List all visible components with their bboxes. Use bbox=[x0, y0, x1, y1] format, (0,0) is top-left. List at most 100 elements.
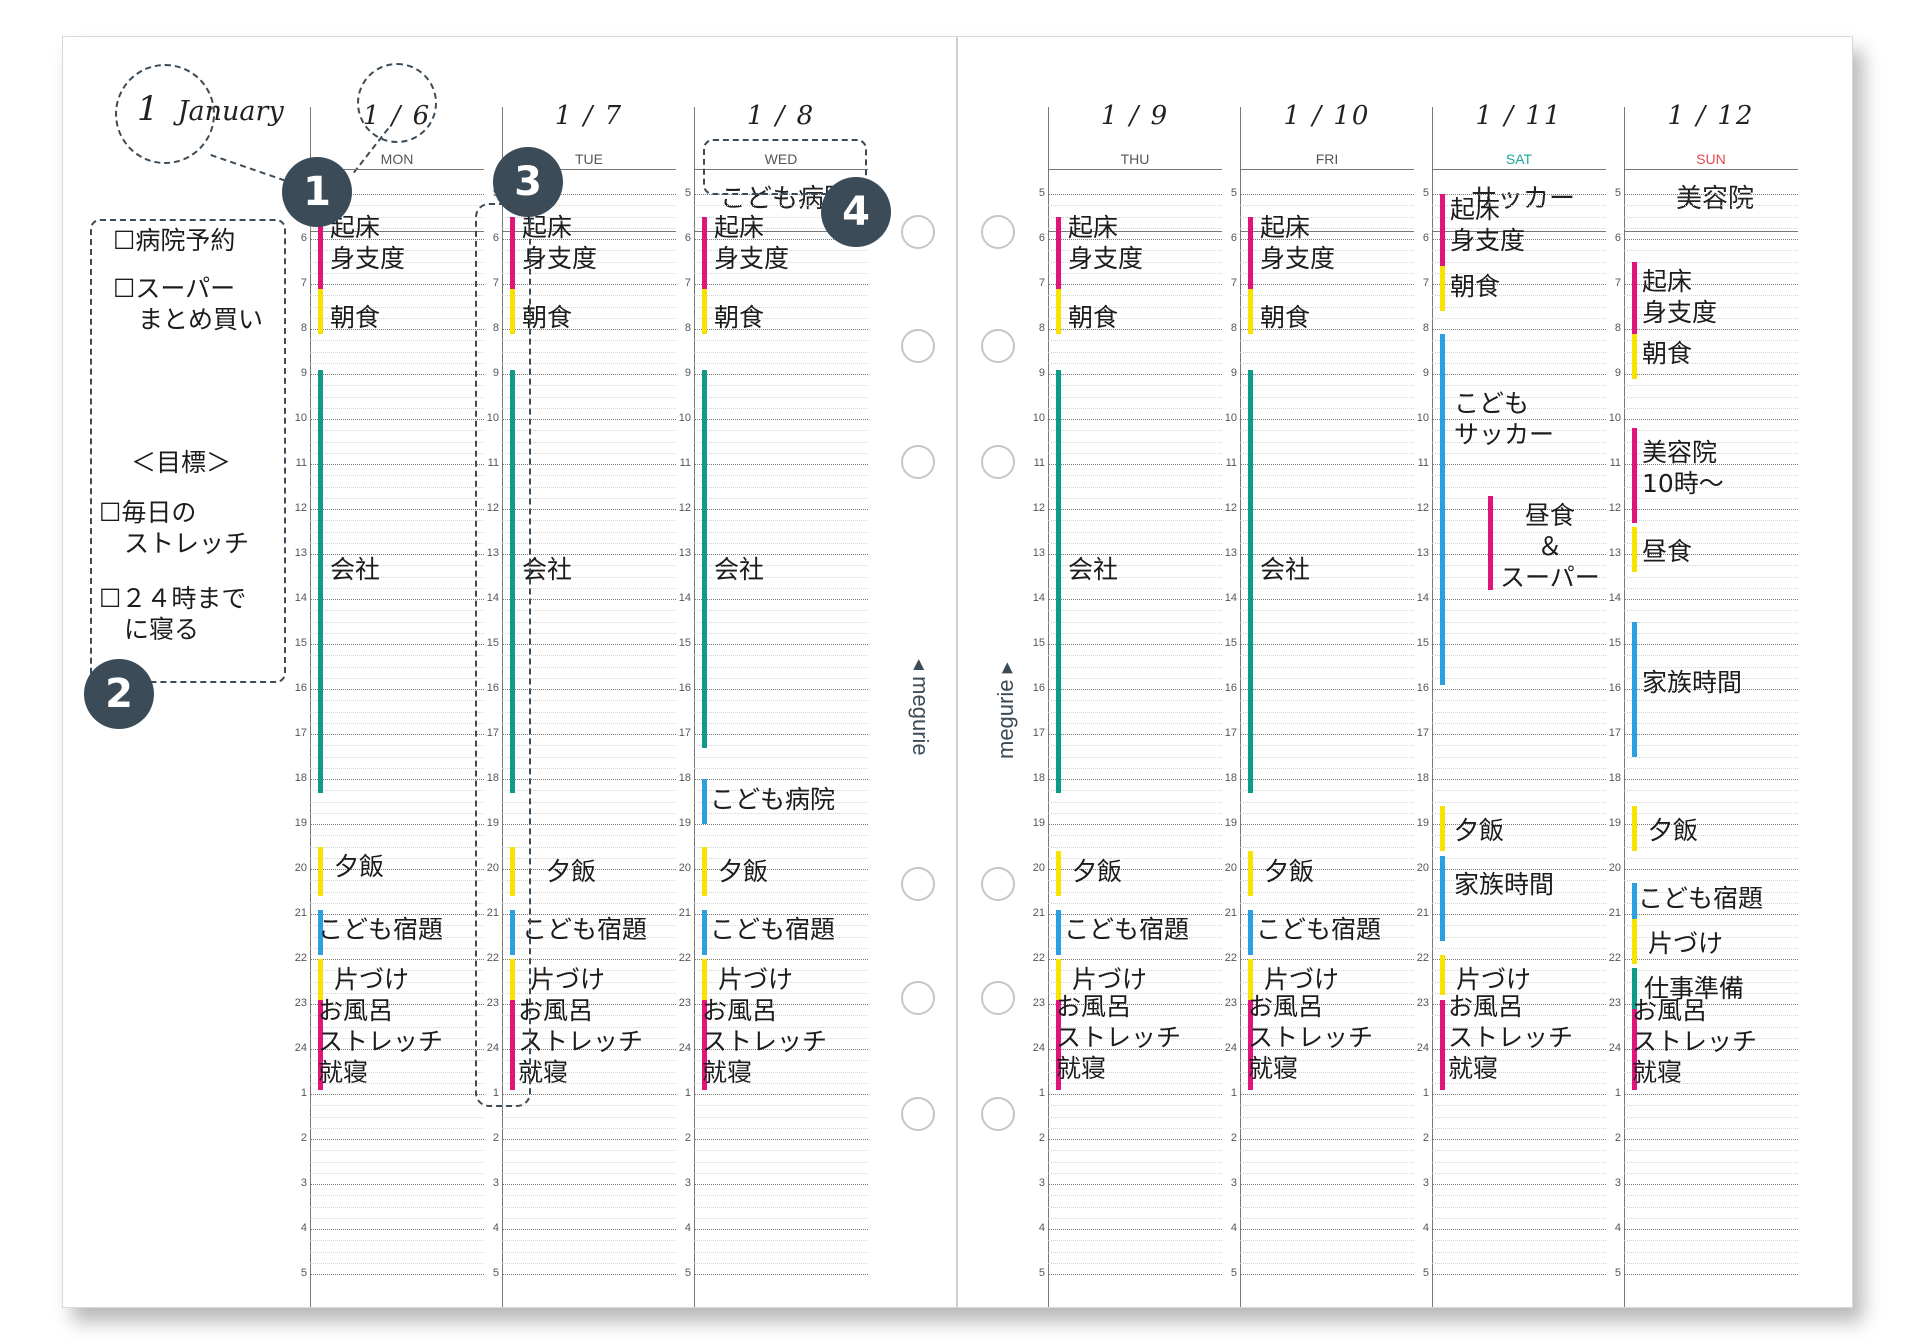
quarter-line bbox=[1432, 610, 1606, 612]
hour-label: 22 bbox=[486, 952, 499, 964]
hour-label: 9 bbox=[1230, 367, 1237, 379]
quarter-line bbox=[1240, 767, 1414, 770]
quarter-line bbox=[1432, 1060, 1606, 1062]
quarter-line bbox=[694, 677, 868, 680]
badge-3: 3 bbox=[493, 147, 563, 217]
quarter-line bbox=[310, 812, 484, 815]
quarter-line bbox=[1624, 1150, 1798, 1152]
binder-hole bbox=[901, 329, 935, 363]
quarter-line bbox=[502, 1240, 676, 1242]
quarter-line bbox=[1048, 767, 1222, 770]
event-text: お風呂 ストレッチ 就寝 bbox=[318, 996, 444, 1087]
quarter-line bbox=[1048, 1150, 1222, 1152]
hour-label: 12 bbox=[1224, 502, 1237, 514]
hour-line bbox=[694, 329, 868, 331]
quarter-line bbox=[1048, 677, 1222, 680]
day-divider bbox=[310, 107, 311, 1307]
quarter-line bbox=[1240, 1251, 1414, 1254]
quarter-line bbox=[310, 1161, 484, 1164]
quarter-line bbox=[1432, 295, 1606, 297]
quarter-line bbox=[310, 1262, 484, 1265]
hour-label: 1 bbox=[1422, 1087, 1429, 1099]
hour-label: 16 bbox=[294, 682, 307, 694]
quarter-line bbox=[1048, 846, 1222, 849]
hour-label: 19 bbox=[486, 817, 499, 829]
hour-label: 11 bbox=[295, 457, 307, 469]
quarter-line bbox=[1432, 497, 1606, 500]
hour-label: 20 bbox=[1032, 862, 1045, 874]
quarter-line bbox=[1240, 801, 1414, 804]
binder-hole bbox=[981, 867, 1015, 901]
hour-label: 18 bbox=[486, 772, 499, 784]
quarter-line bbox=[694, 812, 868, 815]
hour-label: 13 bbox=[294, 547, 307, 559]
hour-label: 20 bbox=[1224, 862, 1237, 874]
hour-label: 12 bbox=[1416, 502, 1429, 514]
binder-hole bbox=[981, 329, 1015, 363]
quarter-line bbox=[694, 407, 868, 410]
quarter-line bbox=[694, 576, 868, 579]
quarter-line bbox=[1240, 857, 1414, 860]
event-color-bar bbox=[702, 216, 707, 325]
quarter-line bbox=[1624, 790, 1798, 792]
quarter-line bbox=[502, 227, 676, 230]
quarter-line bbox=[310, 700, 484, 702]
day-column: 1 / 12 SUN 美容院 5 6 7 8 9 10 11 12 13 14 15 16 17 18 19 20 2… bbox=[1609, 73, 1798, 1307]
quarter-line bbox=[1432, 486, 1606, 489]
binder-hole bbox=[901, 445, 935, 479]
event-color-bar bbox=[318, 846, 323, 896]
quarter-line bbox=[694, 655, 868, 657]
quarter-line bbox=[694, 1262, 868, 1265]
hour-line bbox=[310, 644, 484, 646]
event-color-bar bbox=[1632, 621, 1637, 757]
hour-label: 11 bbox=[487, 457, 499, 469]
event-text: 美容院 10時～ bbox=[1642, 438, 1724, 498]
hour-label: 15 bbox=[1608, 637, 1621, 649]
hour-line bbox=[1048, 734, 1222, 736]
hour-label: 22 bbox=[1224, 952, 1237, 964]
quarter-line bbox=[1432, 902, 1606, 905]
quarter-line bbox=[1240, 1195, 1414, 1197]
quarter-line bbox=[1240, 1240, 1414, 1242]
quarter-line bbox=[310, 745, 484, 747]
quarter-line bbox=[694, 621, 868, 624]
event-color-bar bbox=[1632, 918, 1637, 964]
quarter-line bbox=[694, 272, 868, 275]
day-date: 1 / 7 bbox=[554, 101, 624, 131]
hour-line bbox=[1240, 374, 1414, 376]
event-color-bar bbox=[1056, 999, 1061, 1090]
hour-line bbox=[694, 464, 868, 466]
hour-line bbox=[1432, 779, 1606, 781]
quarter-line bbox=[1240, 700, 1414, 702]
hour-label: 14 bbox=[1416, 592, 1429, 604]
quarter-line bbox=[1624, 677, 1798, 680]
hour-line bbox=[1624, 689, 1798, 691]
hour-label: 13 bbox=[1416, 547, 1429, 559]
hour-line bbox=[1048, 1139, 1222, 1141]
event-text: こども宿題 bbox=[522, 915, 648, 944]
event-color-bar bbox=[318, 999, 323, 1090]
event-text: 会社 bbox=[714, 555, 765, 584]
quarter-line bbox=[310, 936, 484, 939]
hour-line bbox=[502, 509, 676, 511]
event-text: 片づけ bbox=[1264, 964, 1340, 994]
binder-hole bbox=[981, 445, 1015, 479]
event-text: お風呂 ストレッチ 就寝 bbox=[702, 996, 828, 1087]
hour-label: 11 bbox=[1033, 457, 1045, 469]
quarter-line bbox=[1240, 340, 1414, 342]
hour-line bbox=[1624, 1094, 1798, 1096]
quarter-line bbox=[1624, 1082, 1798, 1085]
quarter-line bbox=[1432, 340, 1606, 342]
quarter-line bbox=[1048, 205, 1222, 207]
quarter-line bbox=[1432, 1206, 1606, 1209]
todo-item: ☐スーパー まとめ買い bbox=[113, 274, 264, 334]
quarter-line bbox=[1432, 756, 1606, 759]
day-divider bbox=[694, 107, 695, 1307]
quarter-line bbox=[1240, 272, 1414, 275]
quarter-line bbox=[1432, 1105, 1606, 1107]
hour-label: 2 bbox=[300, 1132, 307, 1144]
hour-label: 10 bbox=[1032, 412, 1045, 424]
quarter-line bbox=[310, 1240, 484, 1242]
hour-label: 3 bbox=[1614, 1177, 1621, 1189]
quarter-line bbox=[1048, 1082, 1222, 1085]
